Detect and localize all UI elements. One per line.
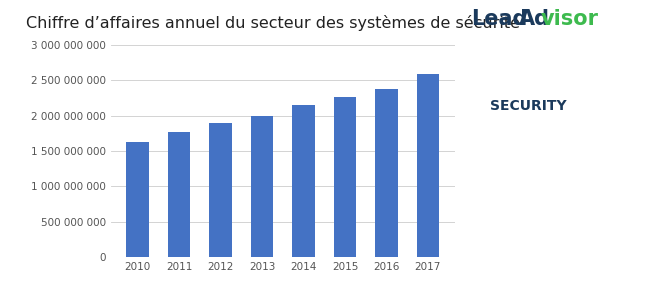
Text: Ad: Ad	[519, 9, 550, 29]
Bar	[126, 142, 149, 257]
Bar	[375, 89, 398, 257]
Text: SECURITY: SECURITY	[490, 99, 567, 113]
Bar	[251, 116, 274, 257]
Bar	[209, 123, 232, 257]
Bar	[292, 105, 315, 257]
Bar	[417, 74, 439, 257]
Text: visor: visor	[541, 9, 599, 29]
Bar	[333, 97, 356, 257]
Text: Lead: Lead	[471, 9, 528, 29]
Text: Chiffre d’affaires annuel du secteur des systèmes de sécurité: Chiffre d’affaires annuel du secteur des…	[26, 15, 520, 31]
Bar	[168, 132, 190, 257]
